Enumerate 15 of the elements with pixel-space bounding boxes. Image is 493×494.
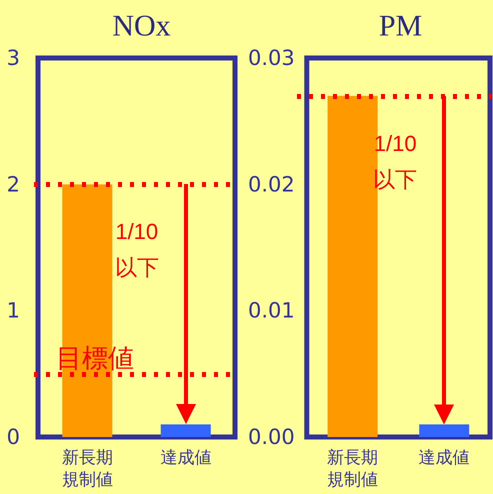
- y-tick-label: 2: [6, 172, 20, 196]
- x-tick-label: 達成値: [418, 448, 470, 468]
- y-tick-label: 3: [6, 46, 20, 70]
- y-tick-label: 0.00: [248, 425, 295, 449]
- annotation: 1/10 以下: [114, 218, 160, 282]
- x-tick-label: 新長期規制値: [62, 448, 113, 490]
- y-tick-label: 0: [6, 425, 20, 449]
- y-tick-label: 0.03: [248, 46, 295, 70]
- x-tick-label: 達成値: [160, 448, 212, 468]
- y-tick-label: 0.01: [248, 298, 295, 323]
- chart-title: PM: [378, 10, 422, 42]
- y-tick-label: 1: [6, 298, 20, 323]
- chart-title: NOx: [112, 10, 171, 42]
- x-tick-label: 新長期規制値: [327, 448, 378, 490]
- y-tick-label: 0.02: [248, 172, 295, 196]
